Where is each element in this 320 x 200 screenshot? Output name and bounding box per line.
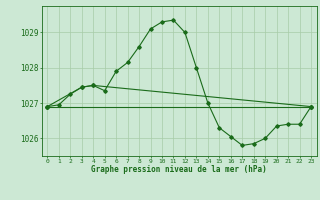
X-axis label: Graphe pression niveau de la mer (hPa): Graphe pression niveau de la mer (hPa) [91,165,267,174]
